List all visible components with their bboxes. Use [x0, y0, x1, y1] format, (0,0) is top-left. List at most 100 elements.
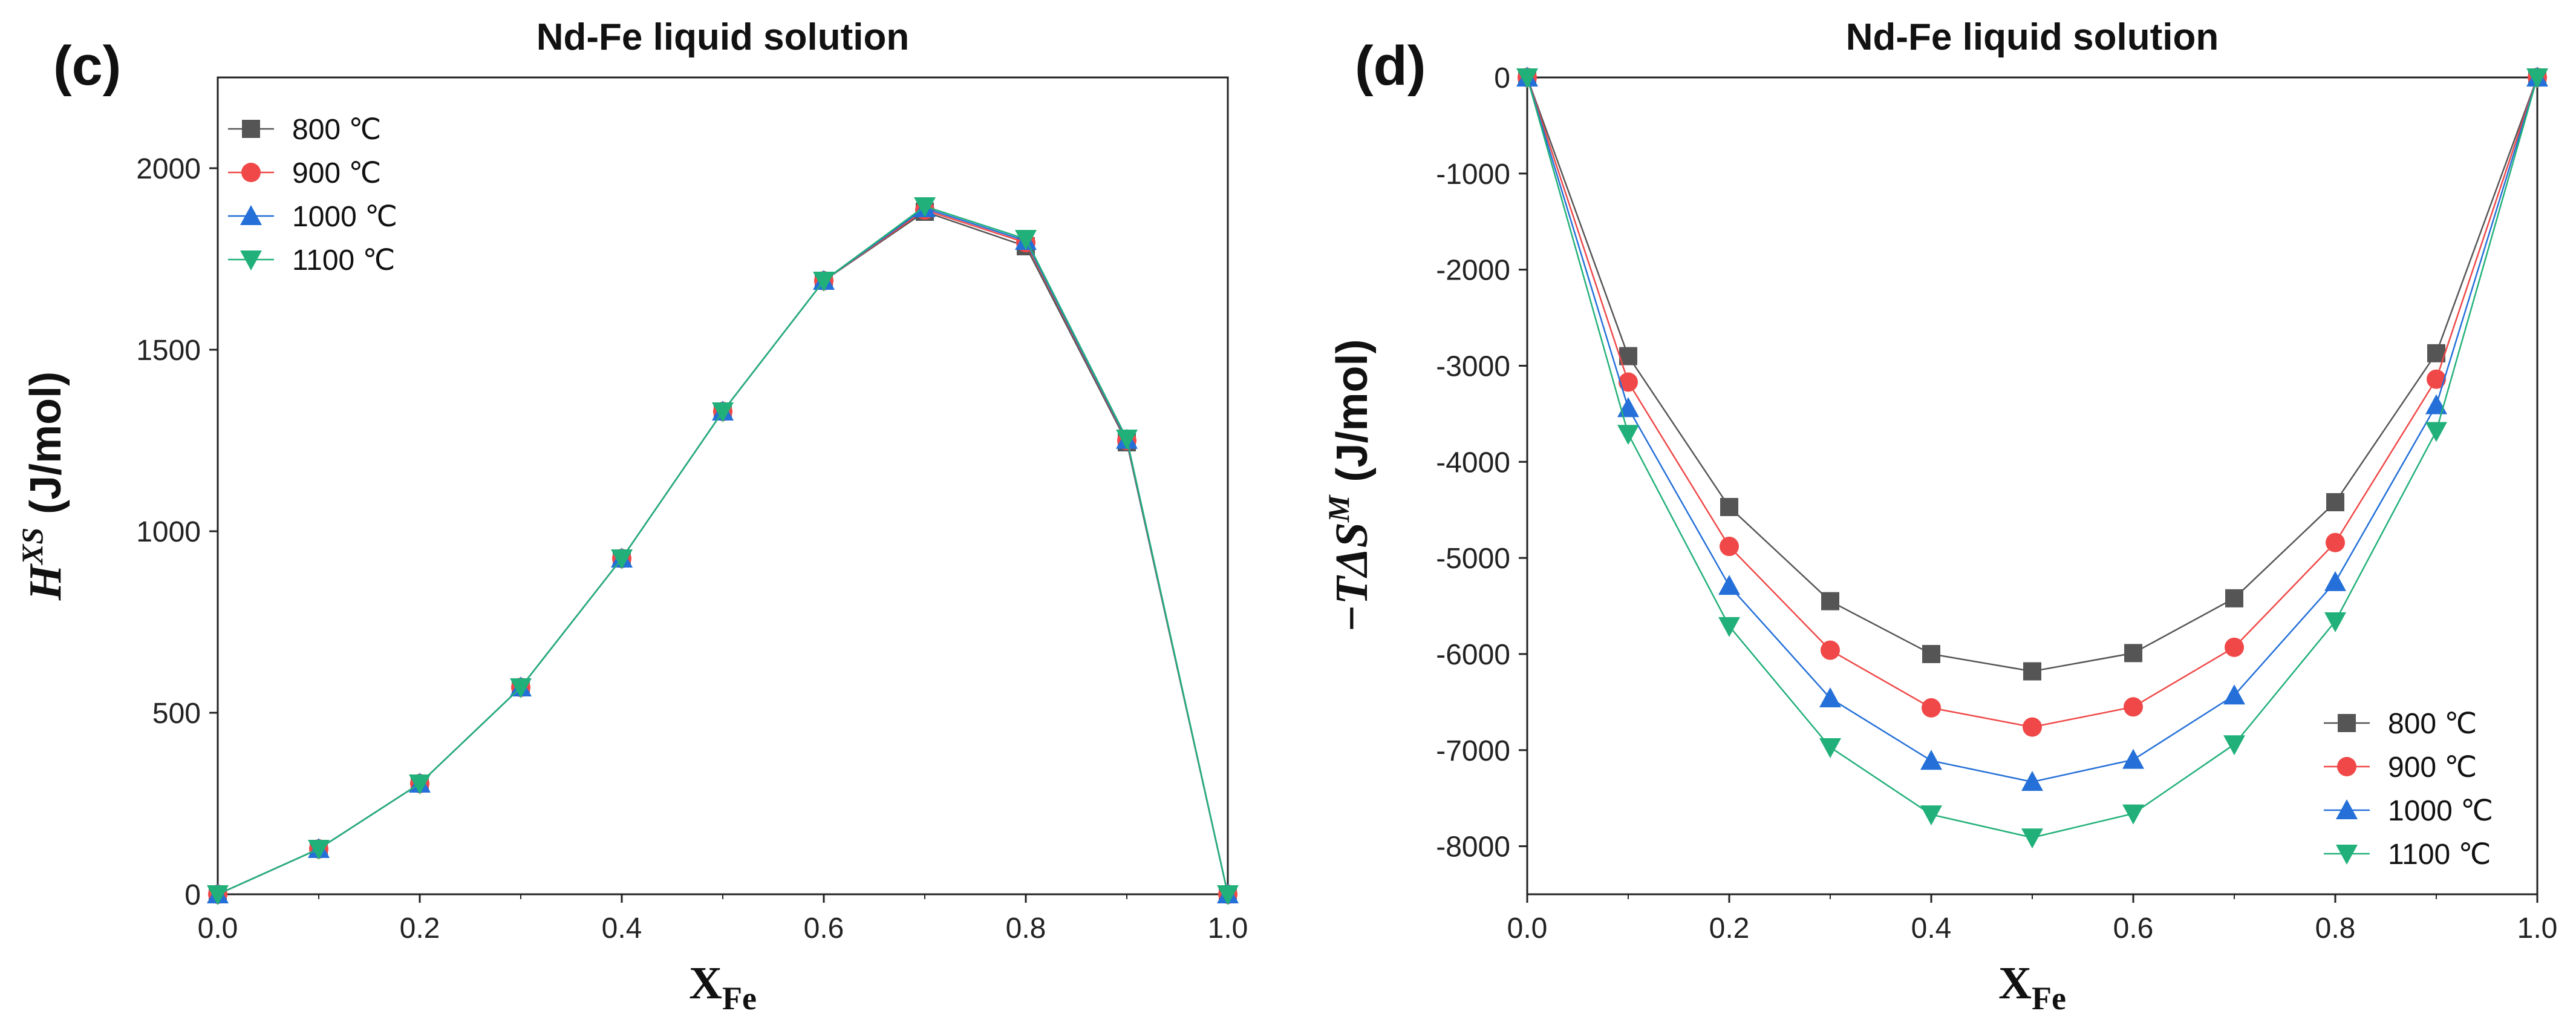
series-1	[208, 200, 1237, 904]
y-axis-label: −TΔSM(J/mol)	[1322, 339, 1377, 633]
plot-frame	[217, 76, 1229, 895]
series-2	[1516, 67, 2548, 791]
chart-title: Nd-Fe liquid solution	[1846, 16, 2219, 58]
x-tick-label: 0.6	[2113, 912, 2154, 945]
data-point	[1819, 738, 1841, 758]
legend-entry: 900 ℃	[2324, 751, 2477, 784]
data-point	[2427, 369, 2446, 389]
data-point	[2326, 493, 2344, 511]
data-point	[1819, 687, 1841, 707]
x-tick-label: 0.8	[2315, 912, 2356, 945]
y-tick-label: 0	[184, 879, 201, 911]
chart-panel-c: Nd-Fe liquid solution (c) 0.0 0.2 0.4 0.6 0.8 1…	[15, 16, 1248, 1017]
legend-label: 900 ℃	[292, 157, 381, 189]
legend-marker	[2337, 757, 2356, 776]
legend-marker	[2336, 799, 2358, 819]
data-point	[1720, 537, 1739, 557]
data-point	[1821, 592, 1839, 611]
data-point	[2526, 68, 2548, 88]
x-tick-label: 0.2	[400, 912, 440, 945]
legend-label: 1100 ℃	[292, 244, 395, 277]
series-3	[207, 197, 1239, 905]
data-point	[2324, 612, 2346, 632]
y-tick-label: 0	[1494, 62, 1510, 94]
data-point	[2425, 422, 2447, 442]
legend-entry: 800 ℃	[2324, 708, 2477, 740]
y-tick-label: 1000	[136, 516, 201, 548]
y-tick-label: -4000	[1436, 447, 1510, 479]
data-point	[2225, 589, 2243, 607]
chart-title: Nd-Fe liquid solution	[536, 16, 909, 58]
data-point	[1922, 644, 1940, 663]
y-tick-label: -6000	[1436, 639, 1510, 671]
x-tick-label: 0.2	[1709, 912, 1750, 945]
x-tick-label: 0.0	[1507, 912, 1548, 945]
data-point	[2223, 684, 2245, 705]
legend-marker	[240, 205, 262, 225]
y-tick-label: -1000	[1436, 159, 1510, 191]
data-point	[207, 885, 229, 905]
data-point	[611, 549, 633, 569]
y-tick-label: -2000	[1436, 255, 1510, 287]
y-tick-label: -8000	[1436, 831, 1510, 863]
legend-label: 900 ℃	[2388, 751, 2477, 784]
data-point	[1619, 372, 1638, 392]
series-line	[217, 207, 1229, 895]
data-point	[2223, 735, 2245, 756]
data-point	[2324, 571, 2346, 591]
data-point	[2023, 717, 2042, 737]
y-tick-label: -3000	[1436, 350, 1510, 382]
legend-marker	[2336, 845, 2358, 865]
data-point	[914, 197, 936, 217]
data-point	[1718, 617, 1740, 637]
legend-label: 800 ℃	[2388, 708, 2477, 740]
data-point	[1516, 68, 1538, 88]
legend-entry: 1000 ℃	[2324, 795, 2493, 827]
series-line	[217, 205, 1229, 895]
data-point	[308, 840, 330, 860]
x-tick-label: 0.8	[1006, 912, 1046, 945]
data-point	[409, 774, 431, 794]
x-tick-label: 0.6	[804, 912, 844, 945]
legend-entry: 1000 ℃	[228, 201, 397, 233]
data-point	[1920, 750, 1942, 770]
chart-panel-d: Nd-Fe liquid solution (d) 0.0 0.2 0.4 0.6 0.8 1…	[1322, 16, 2557, 1017]
data-point	[2021, 771, 2043, 791]
data-point	[1920, 805, 1942, 826]
y-tick-label: -5000	[1436, 543, 1510, 575]
legend-label: 1000 ℃	[2388, 795, 2493, 827]
legend: 800 ℃ 900 ℃ 1000 ℃ 1100 ℃	[228, 114, 397, 277]
data-point	[2326, 532, 2345, 552]
data-point	[2021, 828, 2043, 849]
y-axis-label: HXS(J/mol)	[15, 372, 71, 601]
legend-label: 800 ℃	[292, 114, 381, 146]
x-tick-label: 0.0	[198, 912, 238, 945]
data-point	[813, 272, 835, 292]
data-point	[2124, 644, 2142, 663]
data-point	[712, 402, 734, 422]
series-line	[1526, 77, 2539, 672]
data-point	[2122, 804, 2144, 825]
data-point	[2124, 697, 2143, 717]
legend-entry: 900 ℃	[228, 157, 381, 189]
x-tick-label: 0.4	[1911, 912, 1952, 945]
data-point	[2225, 637, 2244, 657]
x-tick-label: 0.4	[602, 912, 642, 945]
legend-entry: 800 ℃	[228, 114, 381, 146]
legend-marker	[241, 163, 261, 182]
legend-label: 1100 ℃	[2388, 839, 2491, 871]
y-tick-label: 1500	[136, 335, 201, 367]
series-1	[1518, 68, 2547, 737]
data-point	[2023, 662, 2041, 681]
series-line	[217, 211, 1229, 895]
legend-label: 1000 ℃	[292, 201, 397, 233]
legend-entry: 1100 ℃	[228, 244, 395, 277]
data-point	[1116, 430, 1138, 450]
data-point	[1718, 575, 1740, 595]
series-3	[1516, 68, 2548, 849]
data-point	[510, 678, 532, 698]
data-point	[2425, 394, 2447, 414]
x-tick-label: 1.0	[2517, 912, 2558, 945]
series-line	[217, 209, 1229, 895]
